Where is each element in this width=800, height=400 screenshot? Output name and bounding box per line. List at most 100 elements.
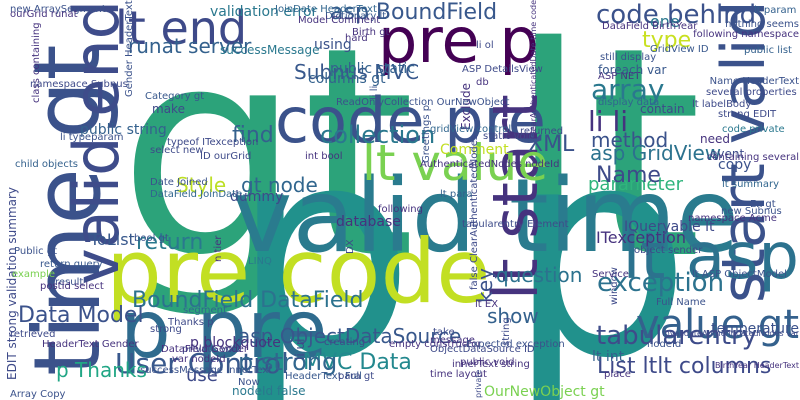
cloud-word: returned [520,126,564,137]
cloud-word: following [378,204,423,215]
cloud-word: HeaderText Full [285,371,362,382]
cloud-word: tabularentry Element [462,219,569,230]
cloud-word: Full Name [656,297,706,308]
cloud-word: lt labelBody [692,99,752,110]
cloud-word: asp GridView [590,141,722,165]
cloud-word: false ClearAuthenticatedNodes [469,134,480,290]
cloud-word: n tier [213,235,224,262]
cloud-word: method [591,128,669,152]
cloud-word: InvalidateAuthenticatedNodes var [662,329,799,338]
cloud-word: new ArraySegment [10,4,106,15]
cloud-word: place [604,369,631,380]
cloud-word: BirthYear HeaderText [715,361,799,370]
cloud-word: p blockquote [190,335,281,351]
cloud-word: foreach var [598,63,667,77]
cloud-word: ClearAuthenticatedDate time code [529,0,538,140]
cloud-word: strong [150,324,182,335]
cloud-word: take [433,327,455,338]
cloud-word: runat server [128,34,252,58]
cloud-word: message [430,335,475,346]
cloud-word: MVC Data [303,350,412,375]
cloud-word: para gt [338,371,375,382]
cloud-word: array [591,73,665,106]
cloud-word: child objects [15,159,78,170]
cloud-word: copy [718,157,752,173]
cloud-word: Ex gt [750,199,776,210]
cloud-word: Dictionary lt [325,11,387,22]
cloud-word: IQueryable lt [624,219,715,235]
cloud-word: JoinDate HeaderText [275,4,377,15]
cloud-word: ToList [90,230,135,249]
cloud-word: creating [324,337,366,348]
cloud-word: Style [176,173,227,197]
cloud-word: Category gt [145,91,205,102]
cloud-word: new Subnus [721,206,782,217]
cloud-word: ASP NET [598,71,641,82]
cloud-word: p Thanks [56,358,147,382]
cloud-word: DX [345,239,356,254]
cloud-word: public void [460,357,515,368]
cloud-word: public static [330,61,416,77]
cloud-word: Birth gt [352,27,390,38]
cloud-word: following namespace [693,29,799,40]
cloud-word: Thanks p [168,317,214,328]
cloud-word: BoundField DataField [132,288,364,313]
cloud-word: lt para [440,189,473,200]
cloud-word: li ol [476,40,494,51]
cloud-word: postId select [40,281,104,292]
cloud-word: class containing [31,22,42,103]
cloud-word: Array Copy [10,389,66,400]
cloud-word: EDIT strong validation summary [5,186,19,380]
cloud-word: XML [528,132,575,157]
cloud-word: contain [640,102,685,116]
cloud-word: return query [40,259,103,270]
cloud-word: lt value [362,134,548,192]
cloud-word: value gt [635,302,799,348]
cloud-word: columns gt [308,71,386,87]
cloud-word: result [55,277,84,288]
cloud-word: GridView ID [650,44,709,55]
cloud-word: ReadOnlyCollection OurNewObject [336,97,510,108]
cloud-word: DataField JoinDate [150,189,243,200]
cloud-word: ID ourGrid [200,151,252,162]
cloud-word: tabularentry [596,321,758,351]
cloud-word: public string [80,122,167,138]
cloud-word: private void [182,344,242,355]
cloud-word: innerText string [452,359,530,370]
cloud-word: event [710,147,745,161]
cloud-word: HeaderText Gender [42,339,139,350]
cloud-word: static void [483,131,535,142]
cloud-word: several properties [706,87,797,98]
cloud-word: pre p [378,4,539,77]
cloud-word: successMessage [220,43,320,57]
cloud-word: display data [598,97,660,108]
cloud-word: validation error [210,4,318,20]
cloud-word: object sender [634,245,703,256]
cloud-word: database [336,214,401,230]
cloud-word: Now [238,377,260,388]
cloud-word: containing several [706,152,799,163]
cloud-word: typeof ITexception [167,137,259,148]
cloud-word: pre code [106,220,491,323]
cloud-word: use [186,365,218,386]
cloud-word: valid time [232,157,740,276]
cloud-word: gridView control [430,124,512,135]
cloud-word: public list [744,45,792,56]
cloud-word: LINQ [248,256,272,267]
cloud-word: Service [592,269,629,280]
cloud-word: return [136,230,204,255]
cloud-word: Name [596,163,661,188]
cloud-word: List ltlt columns [597,354,772,379]
cloud-word: dummy [230,189,284,205]
cloud-word: Model Comment [298,15,381,26]
cloud-word: db [476,77,489,88]
cloud-word: Date Joined [150,177,208,188]
cloud-word: ourGrid runat [10,9,78,20]
cloud-word: namespace Subnus [30,79,128,90]
cloud-word: User Control [115,347,289,380]
cloud-word: lt ASP ObjectModel [692,269,787,280]
cloud-word: retrieved [10,329,56,340]
cloud-word: p strong [238,348,338,376]
cloud-word: select new [150,145,204,156]
